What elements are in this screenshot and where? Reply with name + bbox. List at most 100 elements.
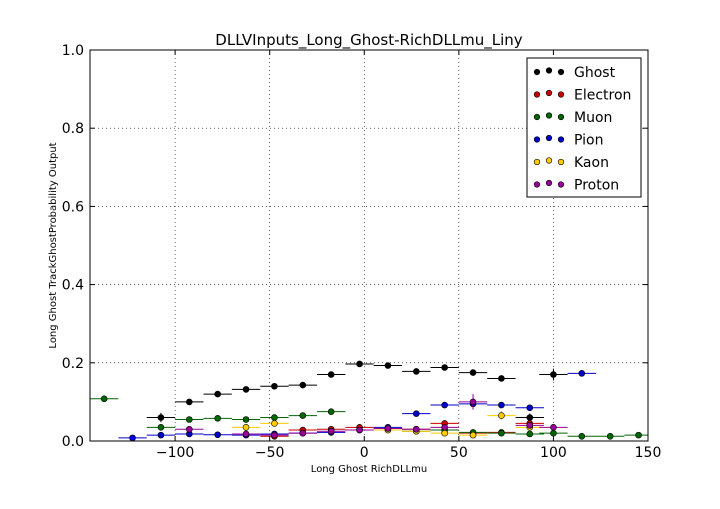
y-axis-label: Long Ghost TrackGhostProbability Output <box>48 142 59 348</box>
data-point <box>412 410 420 417</box>
legend-item-electron: Electron <box>533 88 631 104</box>
data-point <box>498 401 505 409</box>
legend-marker <box>545 179 553 187</box>
data-point <box>578 370 586 377</box>
data-point <box>498 429 505 437</box>
data-point <box>271 420 278 427</box>
data-point <box>526 422 534 429</box>
legend-item-pion: Pion <box>533 133 603 149</box>
axis-ticks: −100 −50 0 50 100 150 0.0 0.2 0.4 0.6 0.8 1.0 <box>62 43 662 461</box>
data-point <box>242 430 250 438</box>
legend-marker <box>557 158 565 166</box>
legend-marker <box>557 113 565 121</box>
data-point <box>469 431 477 439</box>
legend-marker <box>557 91 565 98</box>
data-point <box>214 390 221 398</box>
data-point <box>157 414 165 421</box>
data-point <box>327 427 335 435</box>
data-point <box>441 429 448 437</box>
series-proton <box>175 394 568 439</box>
chart-title: DLLVInputs_Long_Ghost-RichDLLmu_Liny <box>215 31 523 50</box>
data-point <box>550 371 557 378</box>
y-tick-label: 0.2 <box>62 356 84 372</box>
data-point <box>526 404 534 412</box>
legend-marker <box>557 68 565 76</box>
data-point <box>242 386 250 393</box>
data-point <box>412 368 420 375</box>
data-point <box>157 424 165 431</box>
data-point <box>214 431 221 439</box>
data-point <box>186 416 193 423</box>
data-point <box>271 414 278 421</box>
legend-marker <box>533 181 541 188</box>
data-point <box>129 434 136 442</box>
data-point <box>526 430 534 438</box>
legend-item-kaon: Kaon <box>533 155 609 171</box>
plot-area-frame <box>89 49 649 442</box>
legend-item-muon: Muon <box>533 110 612 126</box>
data-point <box>299 412 307 419</box>
data-point <box>441 424 448 431</box>
data-point <box>242 416 250 423</box>
legend-marker <box>545 67 553 74</box>
legend-marker <box>545 89 553 97</box>
data-point <box>550 424 557 431</box>
legend-marker <box>533 113 541 121</box>
legend-item-proton: Proton <box>533 178 619 194</box>
data-point <box>384 425 392 432</box>
x-axis-label: Long Ghost RichDLLmu <box>311 464 427 475</box>
legend-marker <box>533 68 541 76</box>
data-point <box>412 425 420 433</box>
legend-label: Electron <box>574 88 631 104</box>
legend-marker <box>545 134 553 142</box>
data-point <box>100 395 108 403</box>
data-point <box>606 433 614 440</box>
data-point <box>498 375 505 382</box>
data-point <box>635 431 642 439</box>
legend-marker <box>557 136 565 143</box>
legend-marker <box>545 112 553 119</box>
data-point <box>327 371 335 378</box>
data-point <box>441 364 448 371</box>
series-ghost <box>146 360 568 423</box>
data-point <box>469 369 477 376</box>
data-point <box>186 425 193 433</box>
y-tick-label: 0.4 <box>62 278 84 294</box>
data-point <box>526 414 534 421</box>
legend-marker <box>533 136 541 143</box>
data-point <box>271 382 278 390</box>
y-tick-label: 0.6 <box>62 199 84 215</box>
legend: Ghost Electron Muon Pion Kaon Proton <box>526 57 642 198</box>
x-tick-label: −50 <box>255 445 285 461</box>
legend-label: Pion <box>574 133 603 149</box>
x-tick-label: 100 <box>540 445 567 461</box>
data-point <box>441 401 448 409</box>
data-point <box>356 360 363 368</box>
data-point <box>186 398 193 406</box>
data-point <box>157 431 165 439</box>
legend-label: Ghost <box>574 65 616 81</box>
x-tick-label: −100 <box>156 445 194 461</box>
data-point <box>299 429 307 437</box>
y-tick-label: 0.0 <box>62 434 84 450</box>
legend-marker <box>545 157 553 164</box>
data-point <box>356 426 363 434</box>
x-tick-label: 50 <box>450 445 468 461</box>
legend-item-ghost: Ghost <box>533 65 616 81</box>
data-points <box>90 360 648 442</box>
legend-label: Proton <box>574 178 619 194</box>
x-tick-label: 0 <box>360 445 369 461</box>
data-point <box>271 431 278 439</box>
legend-label: Muon <box>574 110 612 126</box>
data-point <box>327 408 335 415</box>
legend-label: Kaon <box>574 155 609 171</box>
data-point <box>214 415 221 422</box>
data-point <box>299 381 307 389</box>
legend-marker <box>533 91 541 98</box>
data-point <box>498 412 505 419</box>
data-point <box>469 398 477 406</box>
x-tick-label: 150 <box>635 445 662 461</box>
data-point <box>384 362 392 369</box>
